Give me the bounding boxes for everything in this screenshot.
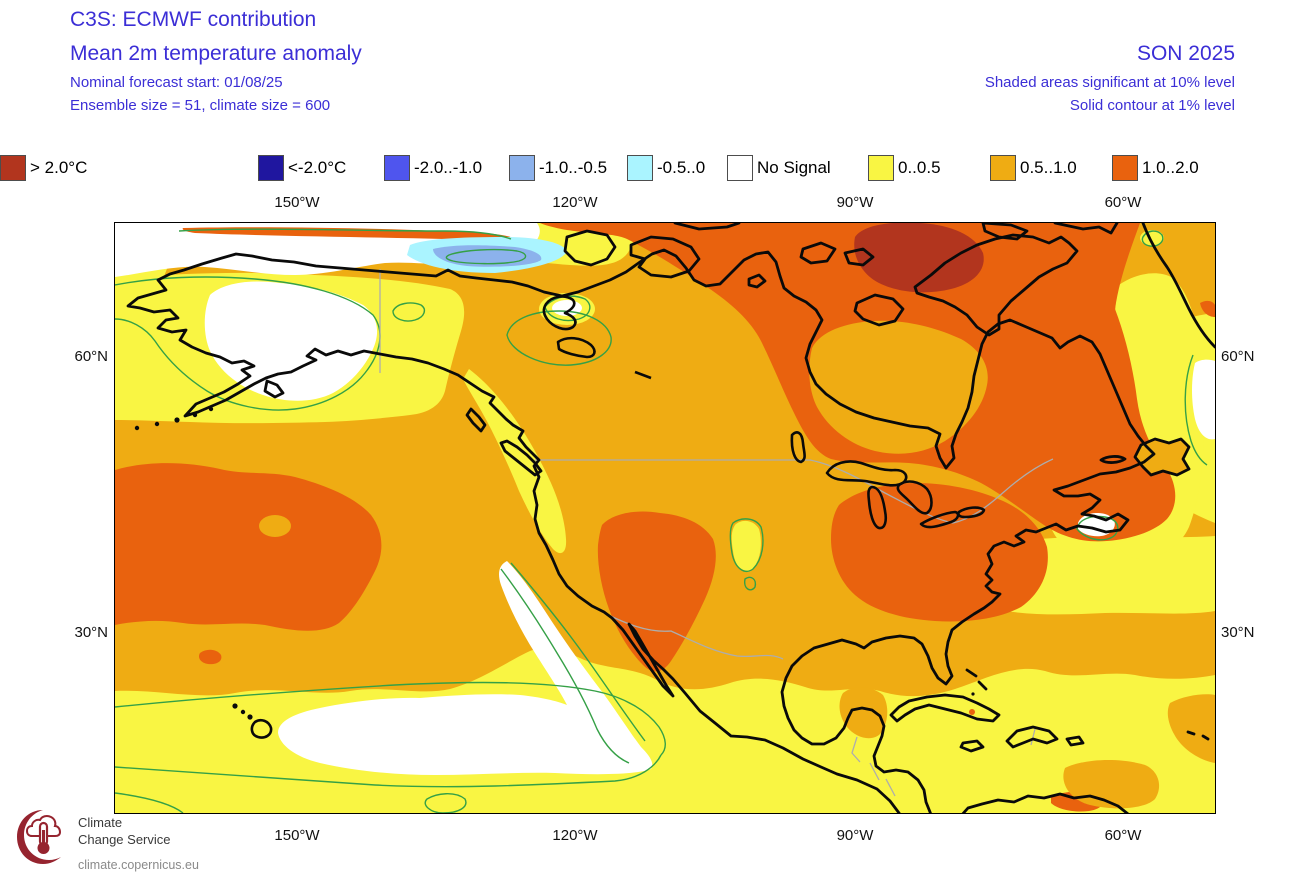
shading-darkred-baffin [854, 223, 984, 293]
legend-color-swatch [990, 155, 1016, 181]
coastlines [126, 223, 1215, 813]
great-bear-lake [542, 295, 577, 331]
legend-color-swatch [727, 155, 753, 181]
legend-item: 0.5..1.0 [990, 155, 1077, 181]
legend-item: -2.0..-1.0 [384, 155, 482, 181]
island-kodiak [263, 379, 285, 399]
lake-erie [919, 510, 960, 529]
legend-item: <-2.0°C [258, 155, 346, 181]
logo-url: climate.copernicus.eu [78, 858, 199, 872]
island-cuba [889, 693, 1001, 723]
island-baffin [913, 233, 1079, 337]
lake-michigan [867, 485, 888, 530]
ensemble-size-text: Ensemble size = 51, climate size = 600 [70, 97, 331, 114]
logo-name: Climate Change Service [78, 815, 171, 847]
island-devon [981, 223, 1029, 241]
island-king-william [747, 273, 767, 289]
legend-color-swatch [1112, 155, 1138, 181]
lake-winnipeg [790, 431, 806, 464]
lat-tick-left-60n: 60°N [74, 348, 108, 365]
shading-white-layer [115, 223, 1215, 775]
page-title: C3S: ECMWF contribution [70, 8, 317, 31]
lat-tick-right-30n: 30°N [1221, 624, 1255, 641]
south-america-coast [961, 792, 1129, 813]
political-borders [379, 269, 1054, 797]
legend-item: No Signal [727, 155, 831, 181]
hawaii-dot-3 [247, 714, 253, 720]
legend-label: -0.5..0 [657, 158, 706, 177]
lon-tick-bottom-60w: 60°W [1104, 827, 1142, 844]
island-vancouver [499, 439, 543, 477]
mainland-coast [126, 248, 1156, 813]
legend-color-swatch [509, 155, 535, 181]
island-hispaniola [1005, 725, 1059, 749]
contour-level-text: Solid contour at 1% level [1069, 97, 1235, 114]
island-southampton [853, 293, 905, 327]
island-newfoundland [1133, 437, 1191, 477]
lake-superior [825, 460, 908, 487]
forecast-map [114, 222, 1216, 814]
significance-contours [115, 228, 1208, 813]
legend-item: -0.5..0 [627, 155, 705, 181]
bahamas-marks [965, 668, 988, 691]
forecast-start-text: Nominal forecast start: 01/08/25 [70, 74, 283, 91]
legend-label: -2.0..-1.0 [414, 158, 483, 177]
legend-label: 1.0..2.0 [1142, 158, 1199, 177]
legend-item: 0..0.5 [868, 155, 941, 181]
island-ellesmere [1053, 223, 1119, 235]
legend-color-swatch [868, 155, 894, 181]
lake-athabasca [634, 370, 652, 380]
lake-ontario [957, 506, 986, 519]
hawaii-dot-2 [240, 709, 246, 715]
legend-item: > 2.0°C [0, 155, 87, 181]
legend-color-swatch [258, 155, 284, 181]
lakes [542, 295, 986, 530]
legend-item: -1.0..-0.5 [509, 155, 607, 181]
island-somerset [799, 241, 837, 265]
map-canvas [115, 223, 1215, 813]
lon-tick-top-90w: 90°W [836, 194, 874, 211]
copernicus-logo-block: Climate Change Service climate.copernicu… [14, 806, 344, 882]
climate-change-service-icon [17, 810, 62, 864]
lon-tick-bottom-150w: 150°W [274, 827, 320, 844]
shading-amber-pockets [259, 320, 1215, 809]
hawaii-dot-1 [232, 703, 238, 709]
lesser-antilles-marks [1186, 730, 1210, 741]
legend-label: No Signal [757, 158, 831, 177]
legend-label: > 2.0°C [30, 158, 88, 177]
lat-tick-left-30n: 30°N [74, 624, 108, 641]
legend-item: 1.0..2.0 [1112, 155, 1199, 181]
shading-orange-streak [182, 227, 513, 240]
lat-tick-right-60n: 60°N [1221, 348, 1255, 365]
season-label: SON 2025 [1136, 42, 1235, 65]
legend-label: -1.0..-0.5 [539, 158, 608, 177]
page-subtitle: Mean 2m temperature anomaly [70, 42, 362, 65]
lon-tick-top-150w: 150°W [274, 194, 320, 211]
greenland-coast [1141, 223, 1215, 349]
legend-color-swatch [627, 155, 653, 181]
lon-tick-top-120w: 120°W [552, 194, 598, 211]
island-banks [563, 229, 617, 267]
island-victoria [629, 235, 701, 279]
island-jamaica [959, 739, 985, 753]
island-prince-of-wales [843, 247, 875, 267]
island-dots [134, 406, 975, 720]
island-anticosti [1099, 455, 1127, 464]
great-slave-lake [556, 336, 596, 359]
legend-label: 0..0.5 [898, 158, 941, 177]
lon-tick-bottom-120w: 120°W [552, 827, 598, 844]
island-melville [673, 223, 741, 231]
lon-tick-bottom-90w: 90°W [836, 827, 874, 844]
legend-color-swatch [384, 155, 410, 181]
hawaii-big-island [250, 718, 273, 739]
lake-huron [896, 480, 933, 515]
lon-tick-top-60w: 60°W [1104, 194, 1142, 211]
legend-label: <-2.0°C [288, 158, 347, 177]
color-legend: <-2.0°C -2.0..-1.0 -1.0..-0.5 -0.5..0 No… [0, 155, 1305, 189]
island-haida-gwaii [465, 407, 487, 433]
legend-color-swatch [0, 155, 26, 181]
legend-label: 0.5..1.0 [1020, 158, 1077, 177]
significance-text: Shaded areas significant at 10% level [984, 74, 1235, 91]
island-puerto-rico [1065, 735, 1085, 747]
